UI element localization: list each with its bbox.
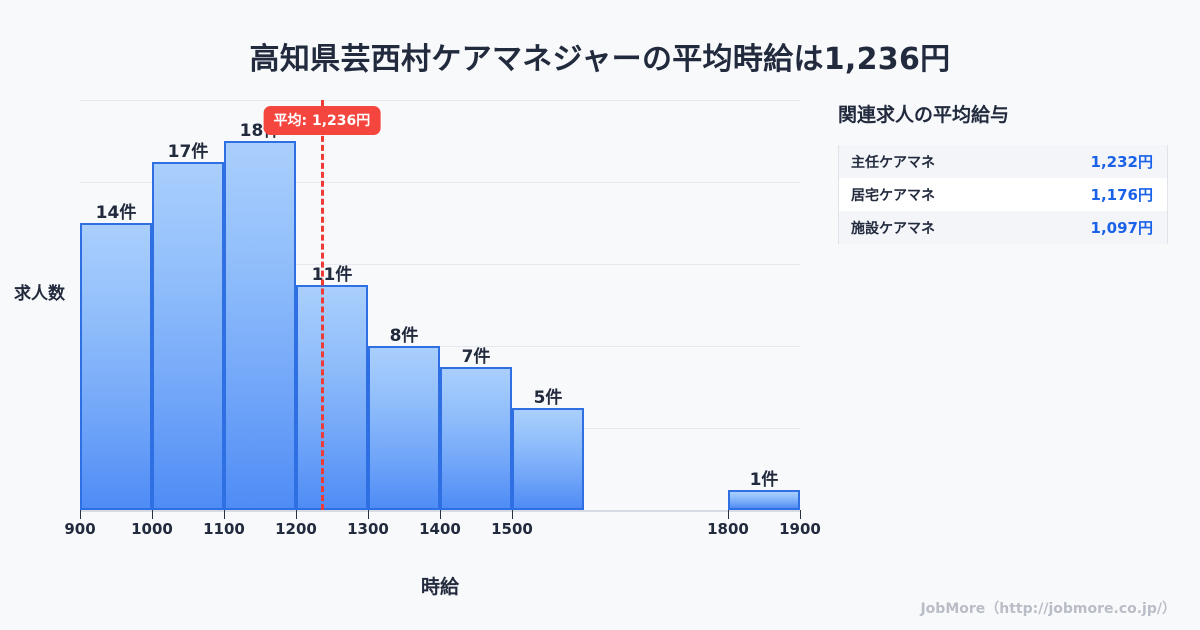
gridline [80,100,800,101]
table-row-label: 主任ケアマネ [851,154,935,171]
bar-value-label: 14件 [95,203,137,223]
x-axis-tick [80,510,81,519]
related-salary-table: 主任ケアマネ 1,232円居宅ケアマネ 1,176円施設ケアマネ 1,097円 [838,145,1168,244]
bar [296,284,368,510]
y-axis-label: 求人数 [14,284,65,304]
average-line [320,100,324,510]
bar [512,407,584,510]
table-row-value: 1,232円 [1090,153,1153,171]
x-axis-tick [440,510,441,519]
x-axis-tick [152,510,153,519]
bar [80,223,152,510]
x-axis-tick [296,510,297,519]
x-axis-tick [368,510,369,519]
x-axis-tick [800,510,801,519]
x-axis-label: 時給 [420,576,459,598]
plot-area: 14件 17件 18件 11件 8件 7件 5件 1件 900 1000 1100 1200 1300 1… [64,100,821,538]
bar [440,366,512,510]
table-row-value: 1,097円 [1090,219,1153,237]
page-title: 高知県芸西村ケアマネジャーの平均時給は1,236円 [249,42,951,77]
table-row: 居宅ケアマネ 1,176円 [839,178,1167,211]
watermark: JobMore（http://jobmore.co.jp/） [920,601,1176,617]
table-row-label: 居宅ケアマネ [851,187,935,204]
gridline [80,182,800,183]
x-axis-tick-label: 1000 [131,520,173,538]
table-row: 施設ケアマネ 1,097円 [839,211,1167,244]
gridline [80,346,800,347]
bar-value-label: 7件 [461,346,491,367]
gridline [80,264,800,265]
side-panel: 関連求人の平均給与 主任ケアマネ 1,232円居宅ケアマネ 1,176円施設ケアマネ… [838,100,1168,244]
bar [368,346,440,510]
bar [152,161,224,510]
bar [728,489,800,510]
x-axis-tick-label: 1100 [203,520,245,538]
x-axis-tick-label: 1300 [347,520,389,538]
x-axis-tick-label: 1400 [419,520,461,538]
bar-value-label: 1件 [749,469,779,490]
average-badge: 平均: 1,236円 [263,106,381,135]
x-axis-tick-label: 1200 [275,520,317,538]
table-row-label: 施設ケアマネ [851,220,935,237]
table-row: 主任ケアマネ 1,232円 [839,145,1167,178]
x-axis-tick-label: 1500 [491,520,533,538]
x-axis-tick-label: 900 [64,520,96,538]
bar-value-label: 11件 [311,264,353,285]
x-axis-tick-label: 1800 [707,520,749,538]
bar-value-label: 17件 [167,141,209,162]
bar [224,141,296,510]
x-axis-tick-label: 1900 [779,520,821,538]
bar-value-label: 5件 [533,387,563,408]
bar-value-label: 8件 [389,326,419,346]
table-row-value: 1,176円 [1090,186,1153,204]
x-axis-tick [224,510,225,519]
side-panel-title: 関連求人の平均給与 [838,104,1010,126]
x-axis-tick [728,510,729,519]
x-axis-tick [512,510,513,519]
